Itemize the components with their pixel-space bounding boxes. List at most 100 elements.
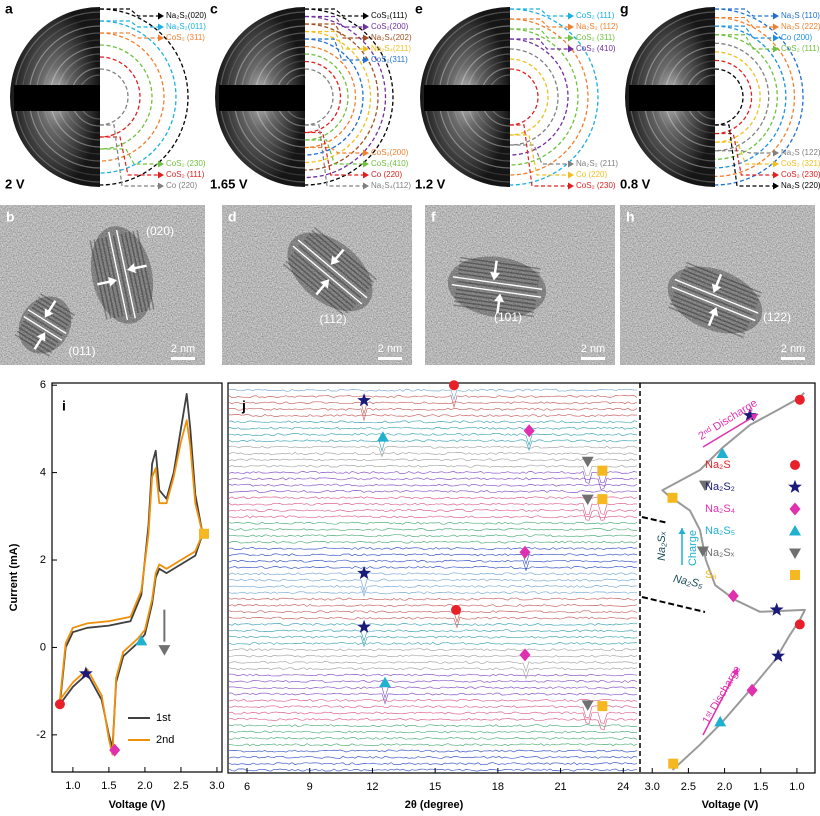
lattice-fringe xyxy=(124,232,143,313)
xrd-trace xyxy=(228,641,638,645)
ring-arc xyxy=(99,32,165,162)
xrd-trace xyxy=(228,673,638,677)
ring-leader xyxy=(100,124,158,187)
xrd-trace xyxy=(228,458,638,462)
phase-marker xyxy=(699,480,711,492)
ring-arc xyxy=(304,53,349,141)
panel-letter: e xyxy=(415,1,423,17)
ring-label: Co (200) xyxy=(781,33,812,42)
ring-leader xyxy=(510,124,568,187)
x-tick-label: 1.0 xyxy=(789,781,804,793)
phase-marker xyxy=(794,394,805,405)
ring-leader xyxy=(715,34,773,50)
phase-marker xyxy=(714,715,727,727)
xrd-trace xyxy=(228,648,638,652)
lattice-fringe xyxy=(456,280,538,294)
ring-label: CoS₂(200) xyxy=(371,22,409,31)
ring-label: CoS₂ (410) xyxy=(576,44,616,53)
ring-label: CoS₂ (230) xyxy=(576,181,616,190)
panel-letter: d xyxy=(228,209,237,225)
lattice-fringe xyxy=(21,323,57,347)
ring-leader xyxy=(305,124,363,187)
xrd-trace xyxy=(228,572,638,576)
lattice-fringe xyxy=(31,306,67,330)
lattice-fringe xyxy=(683,269,759,302)
ring-label: Na₂S₂ (112) xyxy=(576,22,618,31)
voltage-label: 1.65 V xyxy=(210,176,248,191)
ring-label: Na₂S₄(211) xyxy=(371,44,411,53)
ring-arc xyxy=(714,51,761,143)
xrd-trace xyxy=(228,736,638,740)
leader-arrow xyxy=(568,45,574,53)
xrd-trace xyxy=(228,654,638,658)
ring-leader xyxy=(305,139,363,165)
xrd-trace xyxy=(228,439,638,453)
x-tick-label: 3.0 xyxy=(209,780,224,792)
ring-label: CoS₂ (230) xyxy=(781,170,820,179)
legend-label: S₈ xyxy=(705,569,717,581)
ring-leader xyxy=(510,8,568,17)
arrow-head xyxy=(320,279,330,289)
leader-arrow xyxy=(363,23,369,31)
beam-stop xyxy=(424,85,510,111)
lattice-line xyxy=(674,278,759,314)
ring-arc xyxy=(99,44,153,150)
lattice-fringe xyxy=(27,313,63,337)
ring-arc xyxy=(99,56,141,138)
ring-leader xyxy=(510,38,568,50)
x-tick-label: 1.0 xyxy=(65,780,80,792)
lattice-fringe xyxy=(459,260,540,274)
ring-leader xyxy=(715,16,773,28)
lattice-line xyxy=(108,231,129,320)
xrd-trace xyxy=(228,445,638,458)
ring-label: Co (220) xyxy=(576,170,607,179)
arrow-head xyxy=(36,332,46,342)
scale-label: 2 nm xyxy=(171,343,195,355)
leader-arrow xyxy=(773,149,779,157)
phase-marker xyxy=(135,634,148,646)
phase-marker xyxy=(771,648,785,662)
scale-bar xyxy=(171,357,195,360)
xrd-trace xyxy=(228,698,638,702)
xrd-trace xyxy=(228,724,638,728)
plane-label: (112) xyxy=(319,312,346,326)
legend-marker xyxy=(789,525,801,536)
ring-leader xyxy=(715,8,773,17)
scale-label: 2 nm xyxy=(581,343,605,355)
ring-leader xyxy=(715,124,773,187)
xrd-trace xyxy=(228,692,638,705)
ring-arc xyxy=(714,59,753,135)
lattice-fringe xyxy=(454,296,535,310)
lattice-marker xyxy=(14,293,76,357)
ring-label: CoS₂ (230) xyxy=(166,159,206,168)
annotation: 1ˢᵗ Discharge xyxy=(701,664,744,726)
phase-marker xyxy=(451,604,462,615)
ring-arc xyxy=(99,68,129,126)
ring-leader xyxy=(715,132,773,176)
lattice-fringe xyxy=(285,260,349,314)
ring-arc xyxy=(304,68,334,126)
lattice-fringe xyxy=(38,296,74,320)
xrd-trace xyxy=(228,566,638,569)
phase-marker xyxy=(597,701,608,712)
phase-marker xyxy=(519,545,531,559)
lattice-marker xyxy=(447,256,547,318)
ring-leader xyxy=(305,30,363,50)
beam-stop xyxy=(14,85,100,111)
x-tick-label: 24 xyxy=(617,781,629,793)
zoom-line xyxy=(641,516,669,524)
arrow-head xyxy=(127,263,136,274)
lattice-fringe xyxy=(674,291,750,324)
x-tick-label: 12 xyxy=(366,781,378,793)
annotation-arrowhead xyxy=(732,668,739,675)
plane-label: (101) xyxy=(494,310,522,324)
ring-label: CoS₂(410) xyxy=(371,159,409,168)
phase-marker xyxy=(581,700,594,711)
leader-arrow xyxy=(568,23,574,31)
lattice-fringe xyxy=(669,302,746,335)
x-tick-label: 1.5 xyxy=(101,780,116,792)
legend-label: Na₂S₄ xyxy=(705,503,736,515)
lattice-fringe xyxy=(93,239,112,319)
crystal-grain xyxy=(667,266,763,334)
annotation-arrowhead xyxy=(751,414,758,421)
